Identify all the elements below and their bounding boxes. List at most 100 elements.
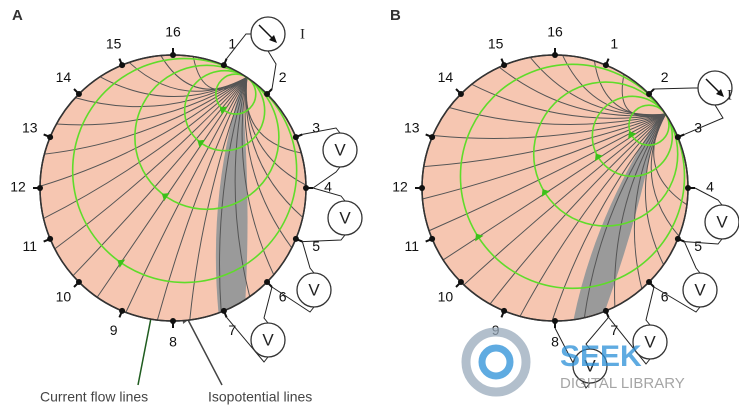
electrode-label: 13 (404, 119, 420, 135)
logo-ring (461, 327, 531, 397)
watermark-brand: SEEK (560, 340, 642, 373)
electrode-label: 16 (165, 24, 181, 40)
wire (653, 87, 699, 90)
isopotential-line (583, 113, 666, 318)
wire (645, 286, 655, 326)
electrode-label: 4 (706, 179, 714, 195)
electrode-label: 15 (106, 36, 122, 52)
field (422, 55, 688, 321)
isopotential-line (241, 77, 275, 276)
electrode-label: 7 (228, 322, 236, 338)
voltmeter (632, 324, 668, 360)
electrode-dot (170, 318, 176, 324)
wire (312, 166, 341, 189)
electrode-label: 5 (694, 238, 702, 254)
electrode-dot (292, 235, 299, 242)
electrode-dot (264, 279, 271, 286)
wire (554, 327, 591, 389)
wire (684, 104, 724, 135)
wire (301, 241, 315, 274)
electrode-dot (220, 307, 227, 314)
electrode-label: 16 (547, 24, 563, 40)
electrode-dot (303, 185, 309, 191)
electrode-dot (47, 134, 54, 141)
voltmeter (250, 322, 286, 358)
wire (653, 286, 701, 313)
wire (267, 50, 277, 90)
gray-region (573, 119, 658, 320)
electrode-dot (292, 134, 299, 141)
current-line (459, 63, 686, 290)
isopotential-line (44, 77, 248, 155)
arrow (594, 153, 604, 162)
electrode-dot (457, 90, 464, 97)
isopotential-line (189, 77, 248, 320)
current-line (532, 81, 679, 227)
isopotential-line (234, 77, 251, 297)
wire (608, 317, 651, 365)
isopotential-line (529, 57, 666, 116)
isopotential-line (99, 76, 248, 97)
voltmeter-label: V (644, 332, 656, 351)
electrode-dot (646, 279, 653, 286)
electrode-dot (685, 185, 691, 191)
wire (302, 234, 346, 243)
current-line (183, 69, 266, 152)
isopotential-line (551, 113, 666, 321)
isopotential-line (422, 113, 666, 200)
isopotential-line (448, 107, 666, 125)
electrode-label: 2 (661, 69, 669, 85)
arrow (541, 189, 551, 197)
needle-head (269, 35, 277, 43)
electrode-dot (47, 235, 54, 242)
isopotential-line (245, 77, 302, 154)
pointer (185, 315, 223, 386)
voltmeter (704, 204, 739, 240)
electrode-label: 11 (405, 238, 420, 254)
electrode-label: 8 (551, 334, 559, 350)
wire (226, 33, 252, 59)
wire (263, 286, 273, 324)
electrode-label: 8 (169, 334, 177, 350)
electrode-label: 10 (56, 288, 72, 304)
electrode-dot (501, 62, 508, 69)
electrode-label: 15 (488, 36, 504, 52)
electrode-dot (674, 235, 681, 242)
electrode-label: 9 (110, 322, 118, 338)
wire (684, 238, 723, 245)
isopotential-line (96, 77, 248, 298)
isopotential-line (653, 113, 688, 206)
current-line (71, 57, 298, 284)
caption: Isopotential lines (208, 389, 312, 405)
voltmeter-label: V (694, 280, 706, 299)
electrode-label: 14 (438, 69, 454, 85)
arrow (161, 192, 170, 202)
voltmeter-label: V (716, 212, 728, 231)
isopotential-line (43, 77, 248, 219)
isopotential-line (125, 77, 248, 313)
current-line (628, 104, 670, 147)
voltmeter-label: V (584, 356, 596, 375)
isopotential-line (219, 77, 248, 312)
electrode-dot (429, 235, 436, 242)
electrode-dot (602, 62, 609, 69)
electrode-label: 13 (22, 119, 38, 135)
electrode-dot (552, 52, 558, 58)
electrode-label: 11 (23, 238, 38, 254)
electrode-label: 4 (324, 179, 332, 195)
wire (694, 187, 723, 206)
arrow (219, 106, 228, 115)
isopotential-line (463, 113, 666, 286)
electrode-dot (552, 318, 558, 324)
needle-head (716, 89, 724, 97)
isopotential-line (75, 76, 248, 108)
electrode-dot (75, 279, 82, 286)
field (40, 55, 306, 321)
electrode-dot (429, 134, 436, 141)
wire (226, 317, 269, 363)
arrow (117, 259, 126, 268)
arrow (475, 233, 484, 242)
isopotential-line (40, 77, 248, 187)
electrode-dot (646, 90, 653, 97)
